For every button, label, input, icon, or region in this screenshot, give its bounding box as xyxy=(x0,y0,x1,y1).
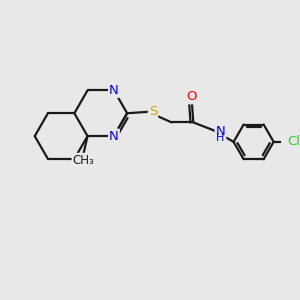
Text: N: N xyxy=(216,125,225,138)
Text: Cl: Cl xyxy=(287,135,300,148)
Text: O: O xyxy=(187,90,197,103)
Text: N: N xyxy=(109,130,119,142)
Text: H: H xyxy=(216,133,224,143)
Text: N: N xyxy=(109,84,119,97)
Text: S: S xyxy=(149,105,157,118)
Text: CH₃: CH₃ xyxy=(73,154,94,167)
